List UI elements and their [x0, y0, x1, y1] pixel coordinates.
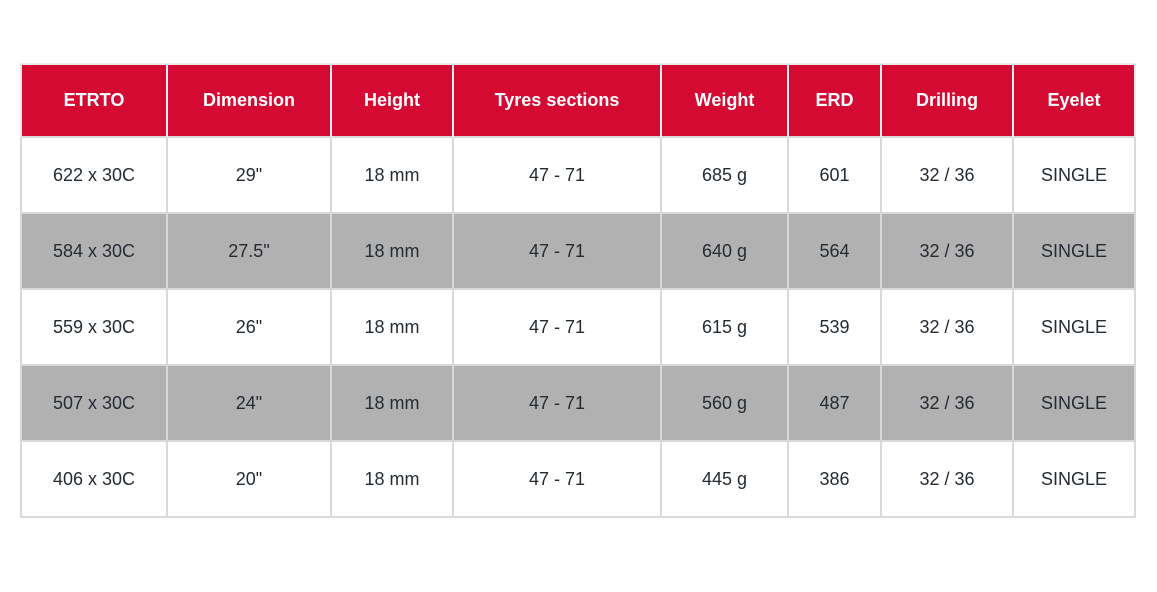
cell-etrto: 559 x 30C: [20, 290, 168, 366]
cell-erd: 564: [789, 214, 882, 290]
cell-erd: 539: [789, 290, 882, 366]
cell-dimension: 29": [168, 138, 332, 214]
column-header-height: Height: [332, 63, 454, 138]
cell-weight: 560 g: [662, 366, 789, 442]
cell-eyelet: SINGLE: [1014, 214, 1136, 290]
table-row: 584 x 30C 27.5" 18 mm 47 - 71 640 g 564 …: [20, 214, 1136, 290]
table-row: 507 x 30C 24" 18 mm 47 - 71 560 g 487 32…: [20, 366, 1136, 442]
cell-etrto: 622 x 30C: [20, 138, 168, 214]
cell-eyelet: SINGLE: [1014, 366, 1136, 442]
cell-drilling: 32 / 36: [882, 290, 1014, 366]
cell-etrto: 406 x 30C: [20, 442, 168, 518]
cell-height: 18 mm: [332, 442, 454, 518]
table-body: 622 x 30C 29" 18 mm 47 - 71 685 g 601 32…: [20, 138, 1136, 518]
cell-weight: 640 g: [662, 214, 789, 290]
column-header-erd: ERD: [789, 63, 882, 138]
header-row: ETRTO Dimension Height Tyres sections We…: [20, 63, 1136, 138]
cell-dimension: 24": [168, 366, 332, 442]
cell-height: 18 mm: [332, 214, 454, 290]
column-header-weight: Weight: [662, 63, 789, 138]
cell-drilling: 32 / 36: [882, 138, 1014, 214]
cell-eyelet: SINGLE: [1014, 290, 1136, 366]
cell-etrto: 507 x 30C: [20, 366, 168, 442]
cell-erd: 386: [789, 442, 882, 518]
cell-dimension: 27.5": [168, 214, 332, 290]
spec-table-container: ETRTO Dimension Height Tyres sections We…: [20, 63, 1136, 518]
cell-dimension: 20": [168, 442, 332, 518]
cell-height: 18 mm: [332, 138, 454, 214]
cell-dimension: 26": [168, 290, 332, 366]
table-header: ETRTO Dimension Height Tyres sections We…: [20, 63, 1136, 138]
column-header-tyres-sections: Tyres sections: [454, 63, 662, 138]
cell-tyres-sections: 47 - 71: [454, 214, 662, 290]
cell-tyres-sections: 47 - 71: [454, 138, 662, 214]
column-header-drilling: Drilling: [882, 63, 1014, 138]
cell-height: 18 mm: [332, 290, 454, 366]
cell-etrto: 584 x 30C: [20, 214, 168, 290]
table-row: 622 x 30C 29" 18 mm 47 - 71 685 g 601 32…: [20, 138, 1136, 214]
cell-weight: 445 g: [662, 442, 789, 518]
column-header-eyelet: Eyelet: [1014, 63, 1136, 138]
cell-weight: 685 g: [662, 138, 789, 214]
cell-drilling: 32 / 36: [882, 214, 1014, 290]
cell-erd: 601: [789, 138, 882, 214]
cell-weight: 615 g: [662, 290, 789, 366]
column-header-dimension: Dimension: [168, 63, 332, 138]
cell-eyelet: SINGLE: [1014, 138, 1136, 214]
cell-tyres-sections: 47 - 71: [454, 366, 662, 442]
cell-height: 18 mm: [332, 366, 454, 442]
cell-erd: 487: [789, 366, 882, 442]
cell-eyelet: SINGLE: [1014, 442, 1136, 518]
table-row: 559 x 30C 26" 18 mm 47 - 71 615 g 539 32…: [20, 290, 1136, 366]
table-row: 406 x 30C 20" 18 mm 47 - 71 445 g 386 32…: [20, 442, 1136, 518]
cell-drilling: 32 / 36: [882, 366, 1014, 442]
cell-drilling: 32 / 36: [882, 442, 1014, 518]
column-header-etrto: ETRTO: [20, 63, 168, 138]
rim-spec-table: ETRTO Dimension Height Tyres sections We…: [20, 63, 1136, 518]
cell-tyres-sections: 47 - 71: [454, 290, 662, 366]
cell-tyres-sections: 47 - 71: [454, 442, 662, 518]
